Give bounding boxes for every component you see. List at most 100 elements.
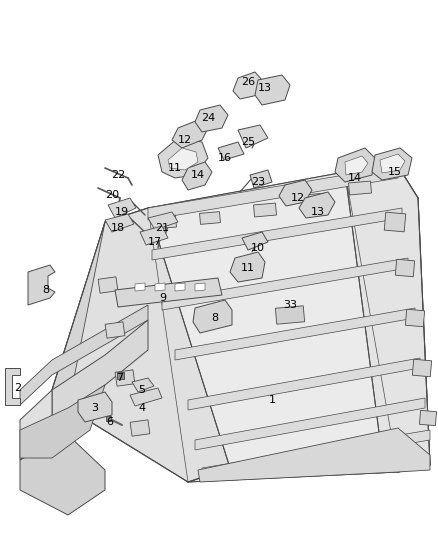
Polygon shape	[152, 208, 402, 260]
Polygon shape	[230, 252, 265, 282]
Text: 1: 1	[268, 395, 276, 405]
Polygon shape	[52, 166, 430, 482]
Polygon shape	[238, 125, 268, 148]
Polygon shape	[52, 222, 105, 408]
Polygon shape	[304, 193, 326, 207]
Polygon shape	[250, 170, 272, 188]
Polygon shape	[218, 142, 244, 160]
Text: 17: 17	[148, 237, 162, 247]
Polygon shape	[132, 378, 154, 392]
Polygon shape	[52, 208, 230, 482]
Text: 25: 25	[241, 137, 255, 147]
Polygon shape	[188, 358, 420, 410]
Polygon shape	[130, 388, 162, 406]
Polygon shape	[255, 75, 290, 105]
Text: 18: 18	[111, 223, 125, 233]
Text: 14: 14	[191, 170, 205, 180]
Text: 6: 6	[106, 417, 113, 427]
Polygon shape	[276, 306, 305, 324]
Polygon shape	[198, 428, 430, 482]
Polygon shape	[78, 392, 112, 422]
Polygon shape	[233, 72, 262, 99]
Polygon shape	[195, 283, 205, 291]
Text: 22: 22	[111, 170, 125, 180]
Text: 13: 13	[311, 207, 325, 217]
Polygon shape	[115, 278, 222, 307]
Text: 19: 19	[115, 207, 129, 217]
Polygon shape	[105, 322, 125, 338]
Polygon shape	[108, 198, 136, 218]
Polygon shape	[5, 368, 20, 405]
Polygon shape	[396, 259, 415, 277]
Text: 8: 8	[212, 313, 219, 323]
Polygon shape	[148, 212, 178, 230]
Polygon shape	[130, 420, 150, 436]
Polygon shape	[106, 416, 110, 421]
Polygon shape	[372, 148, 412, 180]
Text: 15: 15	[388, 167, 402, 177]
Text: 10: 10	[251, 243, 265, 253]
Text: 11: 11	[241, 263, 255, 273]
Text: 33: 33	[283, 300, 297, 310]
Text: 26: 26	[241, 77, 255, 87]
Polygon shape	[162, 258, 408, 310]
Polygon shape	[148, 166, 398, 220]
Text: 14: 14	[348, 173, 362, 183]
Text: 24: 24	[201, 113, 215, 123]
Polygon shape	[175, 283, 185, 291]
Polygon shape	[193, 300, 232, 333]
Text: 12: 12	[178, 135, 192, 145]
Polygon shape	[380, 154, 405, 173]
Polygon shape	[182, 162, 212, 190]
Polygon shape	[345, 166, 430, 472]
Text: 3: 3	[92, 403, 99, 413]
Polygon shape	[20, 435, 105, 515]
Polygon shape	[175, 308, 415, 360]
Text: 13: 13	[258, 83, 272, 93]
Polygon shape	[20, 305, 148, 405]
Text: 2: 2	[14, 383, 21, 393]
Polygon shape	[52, 320, 148, 420]
Polygon shape	[405, 309, 425, 327]
Polygon shape	[200, 212, 220, 224]
Polygon shape	[299, 192, 335, 218]
Polygon shape	[28, 265, 55, 305]
Text: 4: 4	[138, 403, 145, 413]
Polygon shape	[195, 398, 425, 450]
Polygon shape	[140, 226, 168, 245]
Polygon shape	[242, 232, 268, 250]
Polygon shape	[420, 410, 437, 426]
Polygon shape	[279, 180, 312, 206]
Text: 12: 12	[291, 193, 305, 203]
Text: 5: 5	[138, 385, 145, 395]
Polygon shape	[20, 390, 52, 460]
Polygon shape	[345, 156, 368, 175]
Text: 7: 7	[117, 373, 124, 383]
Polygon shape	[202, 430, 430, 478]
Polygon shape	[335, 148, 375, 182]
Text: 11: 11	[168, 163, 182, 173]
Polygon shape	[98, 277, 118, 293]
Polygon shape	[254, 203, 276, 217]
Polygon shape	[349, 181, 371, 195]
Polygon shape	[135, 283, 145, 291]
Polygon shape	[384, 212, 406, 232]
Polygon shape	[20, 385, 105, 458]
Text: 9: 9	[159, 293, 166, 303]
Polygon shape	[172, 120, 208, 148]
Polygon shape	[115, 370, 135, 386]
Text: 21: 21	[155, 223, 169, 233]
Polygon shape	[105, 214, 134, 232]
Text: 23: 23	[251, 177, 265, 187]
Polygon shape	[155, 283, 165, 291]
Polygon shape	[195, 105, 228, 132]
Polygon shape	[158, 138, 208, 178]
Polygon shape	[412, 359, 432, 377]
Text: 16: 16	[218, 153, 232, 163]
Text: 20: 20	[105, 190, 119, 200]
Polygon shape	[117, 372, 124, 378]
Text: 8: 8	[42, 285, 49, 295]
Polygon shape	[153, 215, 177, 229]
Polygon shape	[168, 148, 198, 170]
Polygon shape	[148, 166, 430, 482]
